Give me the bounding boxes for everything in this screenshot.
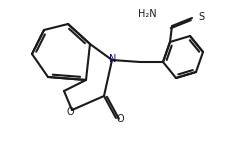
Text: N: N [109, 54, 116, 64]
Text: S: S [197, 12, 203, 22]
Text: O: O [66, 107, 74, 117]
Text: O: O [116, 114, 123, 124]
Text: H₂N: H₂N [138, 9, 156, 19]
